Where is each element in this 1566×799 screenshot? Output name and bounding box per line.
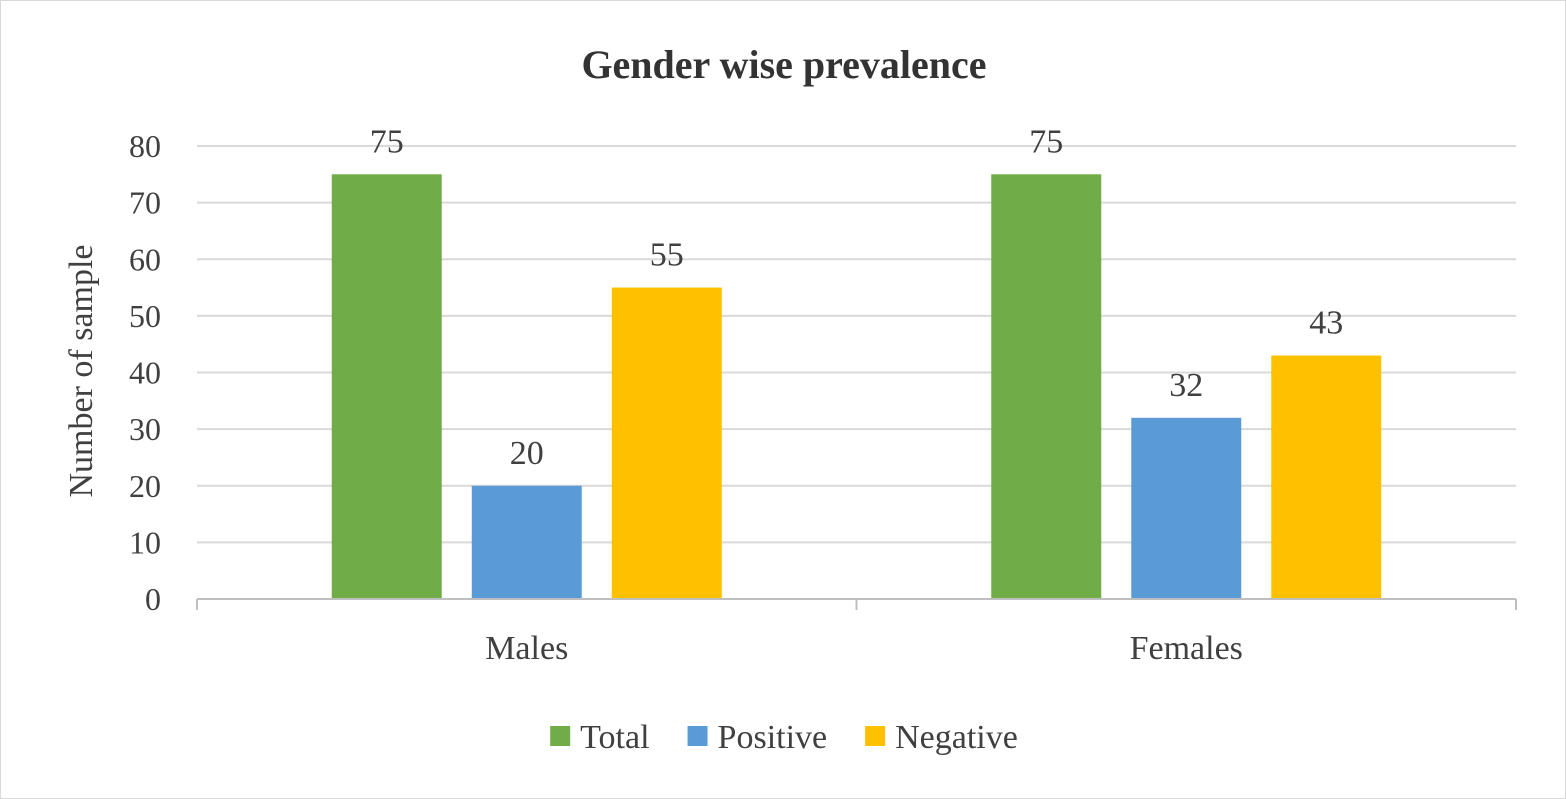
legend-swatch-positive	[687, 726, 708, 746]
tick-labels: 0 10 20 30 40 50 60 70 80 75 20 55 Males 75 32 43 Female…	[129, 123, 1343, 667]
data-label: 75	[1029, 123, 1063, 160]
bar-positive-females	[1131, 417, 1242, 599]
data-label: 43	[1309, 305, 1343, 342]
bar-total-males	[331, 174, 442, 599]
legend-swatch-negative	[865, 726, 886, 746]
y-tick-label: 70	[129, 185, 161, 221]
bar-total-females	[991, 174, 1102, 599]
y-tick-label: 0	[145, 581, 161, 617]
legend-label: Negative	[895, 719, 1018, 756]
y-tick-label: 60	[129, 241, 161, 277]
chart-title: Gender wise prevalence	[581, 42, 986, 87]
x-tick-label: Males	[485, 630, 568, 667]
data-label: 32	[1169, 367, 1203, 404]
x-axis	[196, 598, 1517, 610]
bar-positive-males	[471, 485, 582, 599]
y-tick-label: 80	[129, 128, 161, 164]
y-tick-label: 40	[129, 355, 161, 391]
legend-label: Total	[580, 719, 649, 756]
data-label: 20	[510, 435, 544, 472]
data-label: 75	[370, 123, 404, 160]
y-tick-label: 50	[129, 298, 161, 334]
legend-swatch-total	[550, 726, 571, 746]
legend: Total Positive Negative	[550, 719, 1018, 756]
legend-label: Positive	[718, 719, 828, 756]
data-label: 55	[650, 237, 684, 274]
bar-negative-males	[611, 287, 722, 599]
x-tick-label: Females	[1130, 630, 1243, 667]
y-tick-label: 10	[129, 524, 161, 560]
y-tick-label: 30	[129, 411, 161, 447]
y-axis-label: Number of sample	[63, 244, 100, 497]
bars	[331, 174, 1382, 599]
y-tick-label: 20	[129, 468, 161, 504]
bar-negative-females	[1271, 355, 1382, 599]
